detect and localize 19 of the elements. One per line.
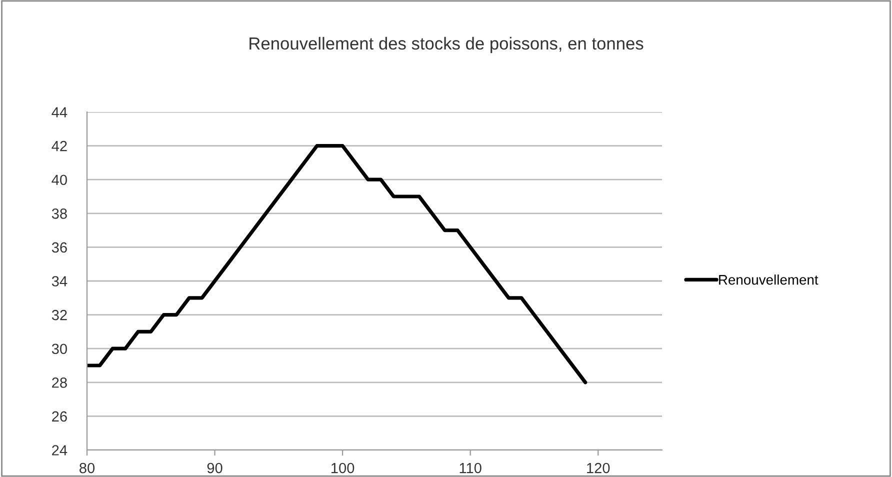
y-tick-label: 28 — [52, 378, 67, 388]
y-tick-label: 34 — [52, 276, 68, 286]
y-tick-label: 30 — [52, 344, 67, 354]
chart-title: Renouvellement des stocks de poissons, en tonnes — [250, 36, 644, 54]
y-tick-label: 36 — [52, 242, 67, 253]
y-tick-label: 32 — [52, 310, 67, 320]
legend-label: Renouvellement — [719, 274, 818, 285]
y-tick-label: 44 — [52, 107, 68, 118]
y-tick-label: 40 — [52, 174, 67, 186]
x-tick-label: 90 — [207, 462, 222, 474]
x-tick-label: 100 — [332, 462, 354, 474]
x-tick-label: 120 — [587, 462, 610, 474]
y-tick-label: 42 — [52, 140, 67, 152]
y-tick-label: 38 — [52, 208, 67, 219]
y-tick-label: 26 — [52, 411, 67, 422]
y-tick-label: 24 — [52, 445, 68, 456]
x-tick-label: 110 — [460, 462, 482, 474]
x-tick-label: 80 — [80, 462, 95, 474]
line-series — [87, 144, 588, 384]
